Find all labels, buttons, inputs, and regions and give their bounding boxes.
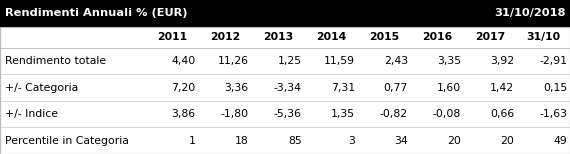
Text: 31/10/2018: 31/10/2018 [494, 8, 565, 18]
Text: 11,26: 11,26 [218, 56, 249, 66]
Text: -0,08: -0,08 [433, 109, 461, 119]
Text: 2015: 2015 [369, 32, 399, 42]
Text: 20: 20 [500, 136, 514, 146]
Text: 34: 34 [394, 136, 408, 146]
Text: 2012: 2012 [210, 32, 240, 42]
Text: 0,15: 0,15 [543, 83, 567, 93]
Text: 49: 49 [553, 136, 567, 146]
Text: -1,80: -1,80 [221, 109, 249, 119]
Text: 3,35: 3,35 [437, 56, 461, 66]
Text: -5,36: -5,36 [274, 109, 302, 119]
Text: 1,35: 1,35 [331, 109, 355, 119]
Text: 1: 1 [189, 136, 196, 146]
Bar [0, 27, 570, 154]
Text: -1,63: -1,63 [539, 109, 567, 119]
Text: 20: 20 [447, 136, 461, 146]
Text: 2014: 2014 [316, 32, 346, 42]
Text: 3,86: 3,86 [172, 109, 196, 119]
Text: Percentile in Categoria: Percentile in Categoria [5, 136, 128, 146]
Text: +/- Indice: +/- Indice [5, 109, 58, 119]
Text: 2016: 2016 [422, 32, 453, 42]
Text: 0,66: 0,66 [490, 109, 514, 119]
Text: 7,20: 7,20 [172, 83, 196, 93]
Text: 3,36: 3,36 [225, 83, 249, 93]
Text: 0,77: 0,77 [384, 83, 408, 93]
Text: 4,40: 4,40 [172, 56, 196, 66]
Text: 1,25: 1,25 [278, 56, 302, 66]
Text: 3,92: 3,92 [490, 56, 514, 66]
Text: 7,31: 7,31 [331, 83, 355, 93]
Text: -2,91: -2,91 [539, 56, 567, 66]
Text: 18: 18 [235, 136, 249, 146]
Text: Rendimenti Annuali % (EUR): Rendimenti Annuali % (EUR) [5, 8, 187, 18]
Text: 1,42: 1,42 [490, 83, 514, 93]
Text: 11,59: 11,59 [324, 56, 355, 66]
Text: 2013: 2013 [263, 32, 293, 42]
Text: Rendimento totale: Rendimento totale [5, 56, 105, 66]
Text: 2,43: 2,43 [384, 56, 408, 66]
Text: 3: 3 [348, 136, 355, 146]
Text: -0,82: -0,82 [380, 109, 408, 119]
Bar [0, 0, 570, 27]
Text: 1,60: 1,60 [437, 83, 461, 93]
Text: 2011: 2011 [157, 32, 187, 42]
Text: 85: 85 [288, 136, 302, 146]
Text: 2017: 2017 [475, 32, 506, 42]
Text: +/- Categoria: +/- Categoria [5, 83, 78, 93]
Text: -3,34: -3,34 [274, 83, 302, 93]
Text: 31/10: 31/10 [527, 32, 560, 42]
